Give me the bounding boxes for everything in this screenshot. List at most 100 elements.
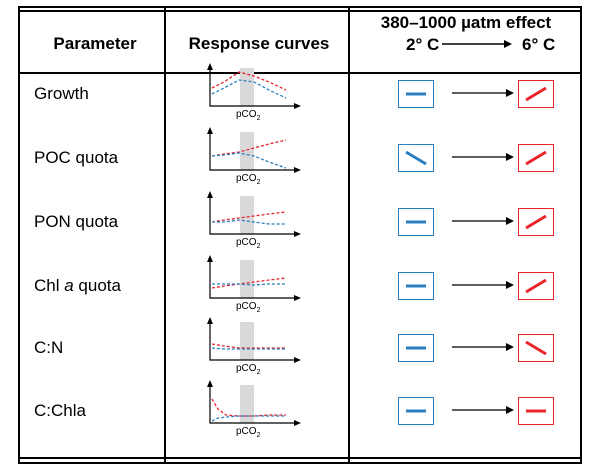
- axis-label: pCO2: [236, 301, 261, 314]
- table-frame: [18, 6, 582, 464]
- effect-box-2c: [398, 334, 434, 362]
- header-effect-range: 380–1000 µatm effect: [380, 13, 552, 32]
- trend-increase-icon: [525, 150, 547, 166]
- y-axis-arrow-icon: [207, 380, 213, 387]
- x-axis-arrow-icon: [294, 295, 301, 301]
- effect-box-6c: [518, 272, 554, 300]
- response-curve: pCO2: [207, 127, 301, 186]
- trend-increase-icon: [525, 278, 547, 294]
- axes: [209, 322, 296, 361]
- header-response-curves: Response curves: [188, 34, 330, 53]
- curve-6c: [211, 398, 286, 417]
- row-label: Chl a quota: [34, 276, 121, 296]
- shaded-range: [240, 385, 254, 423]
- curve-2c: [211, 415, 286, 422]
- effect-box-6c: [518, 334, 554, 362]
- curve-6c: [211, 343, 286, 349]
- axes: [209, 196, 296, 235]
- y-axis-arrow-icon: [207, 63, 213, 70]
- effect-box-2c: [398, 144, 434, 172]
- arrow-right-icon: [452, 343, 514, 351]
- effect-box-2c: [398, 272, 434, 300]
- axis-label: pCO2: [236, 363, 261, 376]
- row-label-text: C:N: [34, 338, 64, 357]
- header-temp-high: 6° C: [522, 35, 556, 54]
- effect-box-2c: [398, 80, 434, 108]
- trend-decrease-icon: [525, 340, 547, 356]
- axes: [209, 68, 296, 107]
- divider-1: [164, 6, 166, 464]
- shaded-range: [240, 196, 254, 234]
- y-axis-arrow-icon: [207, 127, 213, 134]
- x-axis-arrow-icon: [294, 167, 301, 173]
- arrow-right-icon: [452, 217, 514, 225]
- arrow-right-icon: [452, 281, 514, 289]
- axes: [209, 385, 296, 424]
- response-curve: pCO2: [207, 380, 301, 439]
- y-axis-arrow-icon: [207, 317, 213, 324]
- row-label: Growth: [34, 84, 89, 104]
- bottom-rule: [18, 462, 582, 464]
- left-border: [18, 6, 20, 464]
- curve-6c: [211, 71, 287, 91]
- row-label-italic: a: [64, 276, 74, 295]
- row-label: POC quota: [34, 148, 118, 168]
- header-rule: [18, 72, 582, 74]
- axis-label: pCO2: [236, 173, 261, 186]
- row-label-text: Chl: [34, 276, 65, 295]
- bottom-rule-inner: [18, 457, 582, 459]
- effect-box-6c: [518, 208, 554, 236]
- top-rule-inner: [18, 10, 582, 12]
- axis-label: pCO2: [236, 109, 261, 122]
- row-label: PON quota: [34, 212, 118, 232]
- y-axis-arrow-icon: [207, 191, 213, 198]
- arrow-right-icon: [452, 153, 514, 161]
- top-rule: [18, 6, 582, 8]
- row-label-text: PON quota: [34, 212, 119, 231]
- axes: [209, 260, 296, 299]
- header-temp-low: 2° C: [406, 35, 440, 54]
- shaded-range: [240, 322, 254, 360]
- shaded-range: [240, 260, 254, 298]
- effect-box-2c: [398, 208, 434, 236]
- curve-6c: [211, 277, 287, 289]
- row-label-text: POC quota: [34, 148, 119, 167]
- row-label: C:Chla: [34, 401, 86, 421]
- trend-increase-icon: [525, 214, 547, 230]
- trend-increase-icon: [525, 86, 547, 102]
- effect-box-2c: [398, 397, 434, 425]
- header-arrow-icon: [442, 40, 512, 48]
- x-axis-arrow-icon: [294, 357, 301, 363]
- x-axis-arrow-icon: [294, 420, 301, 426]
- curve-6c: [211, 211, 287, 223]
- row-label-suffix: quota: [73, 276, 121, 295]
- curve-2c: [211, 79, 287, 99]
- shaded-range: [240, 68, 254, 106]
- x-axis-arrow-icon: [294, 103, 301, 109]
- arrow-right-icon: [452, 406, 514, 414]
- response-curve: pCO2: [207, 317, 301, 376]
- trend-decrease-icon: [405, 150, 427, 166]
- x-axis-arrow-icon: [294, 231, 301, 237]
- row-label: C:N: [34, 338, 63, 358]
- response-curve: pCO2: [207, 255, 301, 314]
- curve-2c: [211, 347, 286, 350]
- curve-2c: [211, 152, 287, 169]
- header-effect: 380–1000 µatm effect 2° C 6° C: [350, 12, 582, 56]
- curve-2c: [212, 219, 286, 225]
- axis-label: pCO2: [236, 237, 261, 250]
- right-border: [580, 6, 582, 464]
- divider-2: [348, 6, 350, 464]
- effect-box-6c: [518, 144, 554, 172]
- axis-label: pCO2: [236, 426, 261, 439]
- row-label-text: Growth: [34, 84, 89, 103]
- shaded-range: [240, 132, 254, 170]
- response-curve: pCO2: [207, 191, 301, 250]
- row-label-text: C:Chla: [34, 401, 86, 420]
- curve-2c: [212, 283, 286, 286]
- header-parameter: Parameter: [53, 34, 137, 53]
- arrow-right-icon: [452, 89, 514, 97]
- effect-box-6c: [518, 397, 554, 425]
- response-curve: pCO2: [207, 63, 301, 122]
- curve-6c: [211, 139, 287, 157]
